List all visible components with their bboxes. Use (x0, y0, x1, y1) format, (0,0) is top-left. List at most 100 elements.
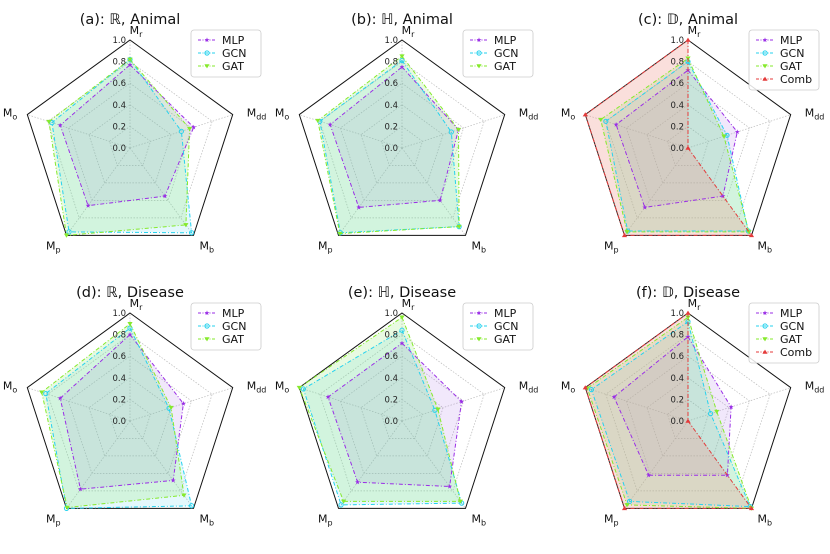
legend-item-gcn: GCN (470, 320, 518, 333)
data-point (707, 411, 714, 417)
axis-label-m-r: Mr (402, 24, 416, 39)
axis-label-m-r: Mr (688, 24, 702, 39)
legend-item-mlp: MLP (470, 307, 517, 320)
axis-label-m-dd: Mdd (247, 107, 267, 122)
axis-label-m-b: Mb (199, 512, 214, 527)
legend-item-gcn: GCN (470, 47, 518, 60)
series-line (59, 333, 184, 490)
radial-tick-label: 0.6 (112, 79, 126, 89)
grid-ring (88, 377, 172, 457)
legend-item-gcn: GCN (198, 47, 246, 60)
data-point (588, 387, 595, 393)
panel-title: (d): ℝ, Disease (76, 285, 184, 301)
axis-label-m-dd: Mdd (519, 380, 539, 395)
grid-ring (605, 61, 771, 219)
axis-label-m-dd: Mdd (247, 380, 267, 395)
radar-panel-1: (a): ℝ, Animal 0.0 0.2 0.4 0.6 0.8 1.0 Mr Mdd Mb M… (3, 12, 266, 254)
grid-spoke (401, 147, 466, 236)
grid-spoke (687, 387, 791, 422)
legend-label: GAT (494, 333, 516, 346)
legend-item-comb: Comb (756, 73, 812, 86)
radial-tick-label: 0.0 (670, 417, 684, 427)
axis-label-m-dd: Mdd (519, 107, 539, 122)
radial-tick-label: 0.8 (112, 331, 126, 341)
axis-label-m-p: Mp (318, 239, 333, 254)
legend-item-gat: GAT (470, 60, 516, 73)
grid-spoke (66, 420, 131, 509)
series-line (319, 59, 460, 234)
data-point (685, 334, 691, 339)
grid-spoke (585, 114, 689, 149)
radial-tick-label: 1.0 (670, 309, 684, 319)
panel-title: (b): ℍ, Animal (351, 12, 453, 28)
grid-ring (319, 61, 485, 219)
legend-label: GAT (780, 333, 802, 346)
series-area-comb (585, 40, 752, 236)
series-area-gcn (303, 330, 462, 505)
data-point (603, 118, 609, 124)
grid-ring (339, 355, 465, 474)
radial-tick-label: 0.8 (384, 58, 398, 68)
data-point (78, 486, 83, 492)
data-point (626, 498, 633, 504)
data-point (188, 503, 195, 509)
data-point (432, 407, 438, 413)
legend-item-gat: GAT (470, 333, 516, 346)
legend-item-mlp: MLP (470, 34, 517, 47)
axis-label-m-b: Mb (199, 239, 214, 254)
data-point (746, 230, 752, 235)
axis-label-m-o: Mo (275, 107, 290, 122)
series-line (584, 312, 753, 509)
series-area-mlp (60, 64, 194, 206)
grid-spoke (624, 147, 689, 236)
data-point (459, 399, 464, 404)
series-area-mlp (616, 70, 738, 208)
data-point (642, 204, 648, 210)
series-mlp (57, 62, 197, 208)
grid-spoke (338, 420, 403, 509)
data-point (448, 129, 454, 135)
grid-ring (667, 398, 709, 439)
radar-panel-3: (c): 𝔻, Animal 0.0 0.2 0.4 0.6 0.8 1.0 Mr Mdd Mb M… (561, 12, 824, 254)
grid-ring (319, 334, 485, 492)
grid-spoke (129, 387, 233, 422)
series-gat (296, 315, 464, 504)
data-point (456, 224, 462, 230)
series-line (45, 327, 193, 509)
data-point (43, 391, 49, 397)
radial-tick-label: 0.4 (112, 101, 126, 111)
legend-label: GCN (222, 320, 246, 333)
legend-item-mlp: MLP (756, 34, 803, 47)
radial-tick-label: 0.2 (112, 395, 126, 405)
grid-spoke (585, 387, 689, 422)
axis-label-m-b: Mb (757, 239, 772, 254)
grid-ring (646, 377, 730, 457)
data-point (85, 203, 91, 208)
data-point (180, 401, 186, 406)
legend-label: Comb (780, 73, 812, 86)
series-gcn (49, 56, 195, 236)
legend-label: GCN (780, 47, 804, 60)
legend-item-comb: Comb (756, 346, 812, 359)
data-point (728, 404, 734, 410)
grid-spoke (299, 387, 403, 422)
series-gcn (300, 327, 465, 508)
grid-spoke (129, 147, 194, 236)
legend-item-gcn: GCN (198, 320, 246, 333)
data-point (685, 418, 691, 423)
radar-frame (26, 39, 234, 236)
data-point (720, 193, 726, 199)
radial-tick-label: 0.2 (384, 395, 398, 405)
data-point (624, 503, 630, 508)
data-point (327, 122, 333, 127)
grid-ring (667, 125, 709, 166)
axis-label-m-dd: Mdd (805, 380, 825, 395)
radar-frame (298, 312, 506, 509)
data-point (399, 327, 405, 333)
radial-tick-label: 1.0 (112, 36, 126, 46)
series-line (605, 60, 749, 232)
data-point (748, 232, 755, 238)
data-point (621, 232, 628, 238)
grid-ring (360, 104, 444, 184)
series-area-gcn (591, 321, 751, 507)
